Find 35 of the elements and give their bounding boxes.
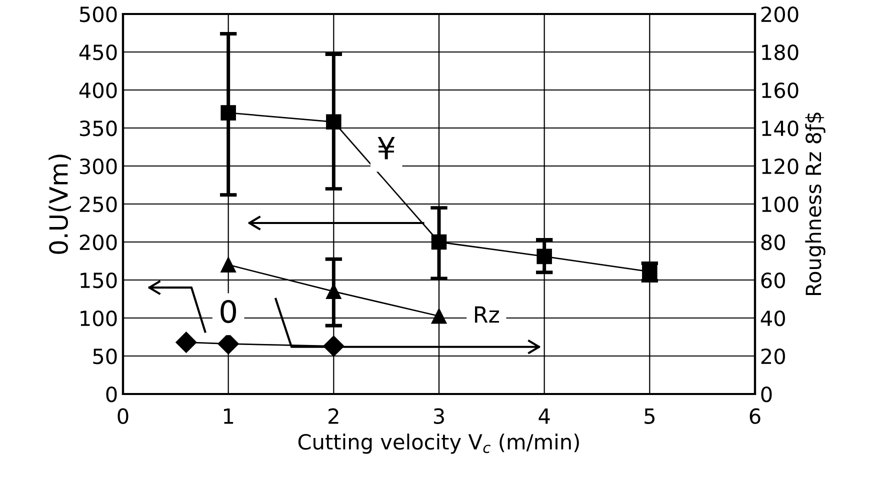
y-tick-label: 0: [106, 386, 117, 402]
y2-tick-label: 140: [762, 120, 798, 136]
y2-tick-label: 60: [761, 272, 785, 288]
x-tick-label: 0: [118, 408, 128, 424]
y2-tick-label: 100: [762, 196, 798, 212]
annotation: 0: [220, 300, 236, 324]
y2-tick-label: 120: [762, 158, 798, 174]
x-tick-label: 2: [328, 408, 338, 424]
y-tick-label: 250: [80, 196, 117, 212]
y2-tick-label: 20: [761, 348, 785, 364]
y2-tick-label: 40: [760, 310, 785, 326]
y2-tick-label: 160: [762, 82, 798, 98]
x-tick-label: 4: [538, 408, 550, 424]
annotation: Rz: [475, 306, 499, 323]
y2-axis-title: Roughness Rz 8ƒ$: [805, 112, 826, 296]
y2-tick-label: 0: [761, 386, 772, 402]
y-tick-label: 350: [80, 120, 117, 136]
x-tick-label: 6: [750, 408, 760, 424]
y2-tick-label: 80: [761, 234, 785, 250]
y-tick-label: 200: [80, 234, 117, 250]
x-tick-label: 5: [644, 408, 654, 424]
y-tick-label: 100: [80, 310, 117, 326]
y2-tick-label: 200: [761, 6, 798, 22]
y-tick-label: 150: [80, 272, 117, 288]
x-axis-title: Cutting velocity V$_{c}$ (m/min): [298, 434, 579, 454]
y-tick-label: 500: [80, 6, 117, 22]
y-axis-title: 0.U(Vm): [48, 154, 71, 254]
x-tick-label: 3: [434, 408, 444, 424]
x-tick-label: 1: [224, 408, 234, 424]
y2-tick-label: 180: [762, 44, 798, 60]
y-tick-label: 300: [80, 158, 117, 174]
y-tick-label: 50: [93, 348, 117, 364]
y-tick-label: 450: [79, 44, 117, 60]
y-tick-label: 400: [79, 82, 117, 98]
annotation: ¥: [378, 136, 395, 160]
